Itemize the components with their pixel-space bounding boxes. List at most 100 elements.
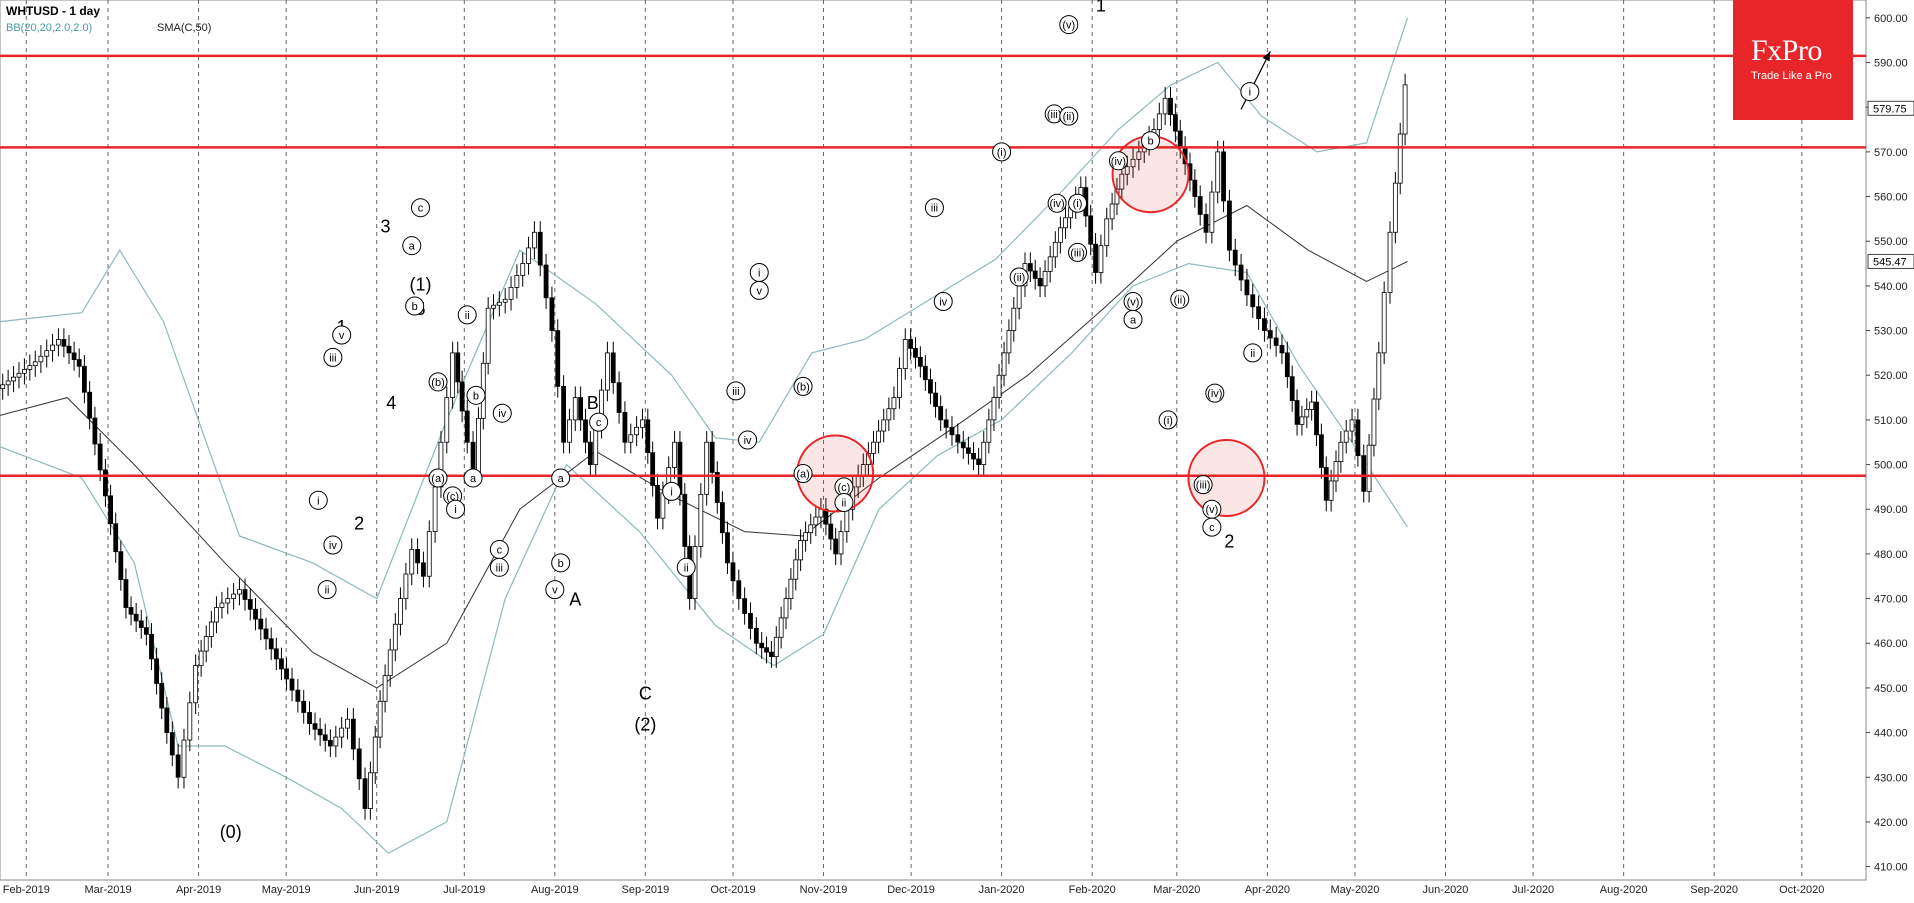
wave-label-circle [1202, 517, 1222, 537]
candle-body [92, 417, 98, 445]
candle-body [258, 618, 264, 630]
candle-body [976, 458, 982, 465]
candle-body [1109, 203, 1115, 220]
wave-label-circled: iv [744, 435, 752, 447]
y-tick-label: 500.00 [1874, 460, 1908, 472]
wave-label-circled: iii [329, 352, 336, 364]
wave-label-circle [428, 372, 448, 392]
wave-label-circled: iv [939, 297, 947, 309]
wave-label-circle [1243, 343, 1263, 363]
wave-label-circled: c [418, 203, 424, 215]
candle-body [583, 419, 588, 443]
candle-body [764, 647, 769, 653]
candle-body [610, 352, 616, 384]
candle-body [56, 339, 61, 346]
candle-body [908, 339, 914, 349]
wave-label: 3 [380, 217, 390, 237]
candle-body [537, 231, 543, 266]
logo-tagline: Trade Like a Pro [1751, 70, 1832, 82]
candle-body [1088, 215, 1094, 245]
candle-body [561, 385, 566, 443]
wave-label-circled: (v) [1062, 20, 1075, 32]
candle-body [1371, 398, 1377, 446]
fxpro-logo[interactable]: FxPro Trade Like a Pro [1733, 0, 1853, 120]
x-tick-label: May-2020 [1331, 884, 1380, 896]
candle-body [496, 301, 502, 306]
y-tick-label: 510.00 [1874, 415, 1908, 427]
candle-body [1047, 256, 1053, 272]
candle-body [803, 532, 809, 541]
y-tick-label: 600.00 [1874, 13, 1908, 25]
wave-label-circled: v [552, 585, 558, 597]
wave-label-circle [1068, 193, 1088, 213]
wave-label-circled: (a) [431, 473, 444, 485]
candle-body [844, 508, 850, 532]
candle-body [459, 381, 465, 412]
candle-body [508, 286, 514, 300]
wave-label-circle [463, 468, 483, 488]
candle-body [356, 748, 362, 780]
candle-body [387, 649, 393, 677]
wave-label-circle [924, 198, 944, 218]
candle-body [450, 352, 456, 398]
wave-label-circled: (i) [1073, 198, 1083, 210]
candle-body [778, 617, 784, 638]
wave-label: 1 [1096, 0, 1106, 15]
candle-body [1136, 151, 1142, 160]
candle-body [628, 434, 634, 443]
candle-body [1309, 401, 1315, 410]
x-tick-label: Mar-2020 [1153, 884, 1200, 896]
candle-body [143, 627, 149, 635]
wave-label-circle [323, 535, 343, 555]
wave-label-circled: (iv) [1049, 198, 1064, 210]
candle-body [1124, 166, 1130, 175]
candle-body [426, 531, 432, 577]
wave-label-circle [492, 403, 512, 423]
wave-label-circled: i [758, 267, 760, 279]
candle-body [813, 516, 819, 526]
candle-body [672, 441, 677, 468]
wave-label-circled: ii [1250, 348, 1255, 360]
candle-body [933, 392, 938, 407]
candle-body [327, 740, 333, 747]
candle-body [1006, 330, 1012, 354]
candle-body [392, 623, 398, 651]
candle-body [1232, 249, 1238, 266]
candle-body [208, 621, 214, 637]
candle-body [587, 441, 593, 465]
wave-label-circle [411, 198, 431, 218]
candle-body [1172, 114, 1178, 132]
wave-label-circled: a [470, 473, 477, 485]
price-label-box [1867, 253, 1914, 269]
wave-label-circle [933, 292, 953, 312]
wave-label-circle [446, 499, 466, 519]
candle-body [1027, 263, 1033, 272]
y-tick-label: 560.00 [1874, 192, 1908, 204]
candle-body [1323, 467, 1329, 501]
candle-body [682, 493, 688, 547]
wave-label-circle [1193, 475, 1213, 495]
candle-body [231, 593, 237, 599]
candle-body [312, 723, 318, 730]
candle-body [986, 419, 992, 443]
candle-body [991, 397, 997, 421]
candle-body [897, 368, 902, 398]
sma-50-line [0, 204, 1408, 689]
x-tick-label: Feb-2019 [3, 884, 50, 896]
y-tick-label: 410.00 [1874, 862, 1908, 874]
candle-body [0, 384, 6, 390]
candle-body [242, 589, 248, 600]
candle-body [159, 683, 165, 709]
wave-label-circled: a [558, 473, 565, 485]
candle-body [198, 650, 204, 666]
wave-label-circled: iii [931, 203, 938, 215]
candle-body [1387, 231, 1393, 293]
candle-body [1032, 270, 1038, 279]
candle-body [154, 658, 159, 684]
x-tick-label: Dec-2019 [887, 884, 935, 896]
wave-label-circle [1170, 289, 1190, 309]
candle-body [578, 397, 584, 421]
wave-label-circled: (iii) [1047, 109, 1062, 121]
candle-body [138, 620, 144, 629]
wave-label-circled: v [756, 285, 762, 297]
